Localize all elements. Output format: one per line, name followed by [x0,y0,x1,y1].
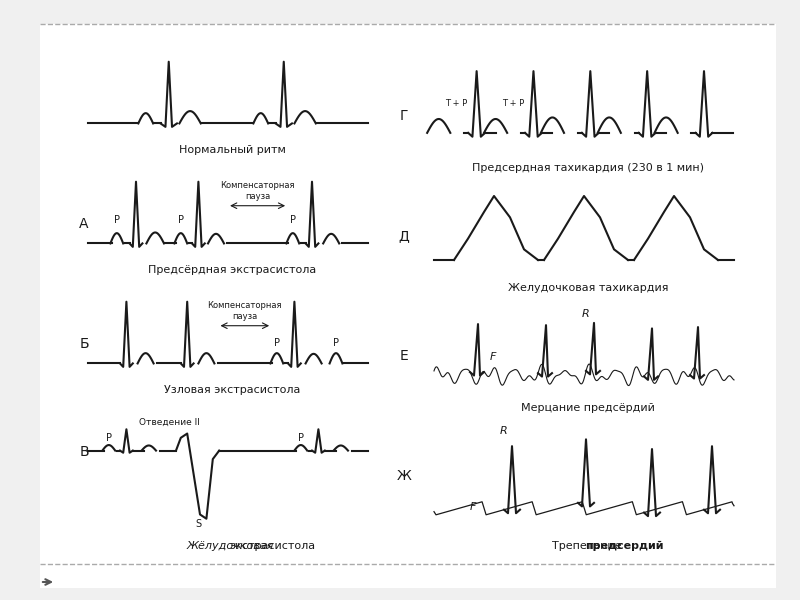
Text: В: В [79,445,89,459]
Text: P: P [106,433,112,443]
Text: Е: Е [400,349,408,363]
Text: предсердий: предсердий [585,541,663,551]
Text: Нормальный ритм: Нормальный ритм [178,145,286,155]
Text: S: S [195,519,202,529]
Text: P: P [114,215,120,225]
Text: Г: Г [400,109,408,123]
Text: P: P [178,215,184,225]
Text: экстрасистола: экстрасистола [229,541,315,551]
Text: P: P [290,215,296,225]
Text: Т + Р: Т + Р [445,99,467,108]
Text: Желудочковая тахикардия: Желудочковая тахикардия [508,283,668,293]
Text: Т + Р: Т + Р [502,99,524,108]
Text: P: P [274,338,280,348]
Text: Предсердная тахикардия (230 в 1 мин): Предсердная тахикардия (230 в 1 мин) [472,163,704,173]
Text: R: R [500,426,508,436]
Text: А: А [79,217,89,231]
Text: Отведение II: Отведение II [139,418,200,427]
Text: R: R [582,309,590,319]
Text: Д: Д [398,229,410,243]
Text: Б: Б [79,337,89,351]
Text: Жёлудочковая: Жёлудочковая [186,541,278,551]
Text: Компенсаторная
пауза: Компенсаторная пауза [207,301,282,321]
Text: Мерцание предсёрдий: Мерцание предсёрдий [521,403,655,413]
Text: Предсёрдная экстрасистола: Предсёрдная экстрасистола [148,265,316,275]
Text: F: F [470,502,476,512]
Text: Ж: Ж [397,469,411,483]
Text: P: P [333,338,339,348]
Text: Компенсаторная
пауза: Компенсаторная пауза [220,181,295,201]
Text: F: F [490,352,496,362]
Text: P: P [298,433,304,443]
Text: Трепетание: Трепетание [551,541,625,551]
Text: Узловая экстрасистола: Узловая экстрасистола [164,385,300,395]
